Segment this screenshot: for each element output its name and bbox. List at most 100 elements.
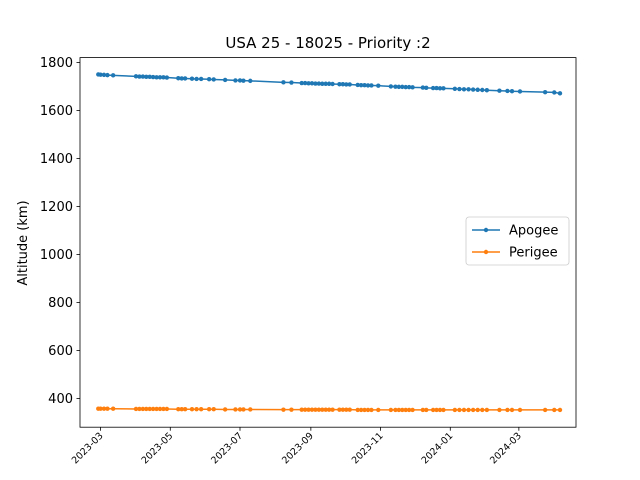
chart-title: USA 25 - 18025 - Priority :2	[225, 34, 430, 52]
apogee-point-65	[461, 87, 467, 92]
perigee-point-67	[470, 407, 476, 413]
perigee-point-77	[557, 407, 563, 413]
perigee-point-68	[475, 407, 480, 413]
perigee-point-13	[161, 406, 166, 412]
y-axis-label: Altitude (km)	[16, 200, 31, 285]
y-tick-label-3: 1000	[40, 248, 73, 263]
legend-perigee-label: Perigee	[509, 246, 558, 261]
apogee-point-9	[147, 74, 152, 80]
perigee-point-57	[420, 407, 426, 413]
perigee-point-26	[241, 407, 246, 412]
perigee-point-69	[480, 407, 485, 413]
y-tick-label-6: 1600	[40, 104, 73, 119]
y-tick-label-5: 1400	[40, 152, 73, 167]
y-tick-label-7: 1800	[40, 56, 73, 71]
apogee-point-1	[98, 72, 103, 77]
perigee-point-47	[365, 407, 371, 413]
perigee-point-63	[452, 407, 458, 413]
perigee-point-59	[430, 407, 436, 413]
perigee-point-40	[337, 407, 342, 412]
perigee-point-31	[302, 407, 308, 412]
apogee-point-39	[330, 81, 335, 87]
perigee-point-66	[466, 407, 471, 413]
perigee-point-19	[194, 407, 199, 412]
perigee-point-65	[461, 407, 467, 413]
apogee-point-60	[434, 85, 439, 91]
apogee-point-15	[176, 76, 181, 81]
legend-apogee-label: Apogee	[509, 224, 558, 239]
perigee-point-17	[182, 407, 188, 412]
apogee-point-23	[222, 77, 228, 83]
apogee-point-67	[470, 87, 476, 92]
perigee-point-2	[101, 406, 107, 411]
apogee-point-4	[110, 73, 116, 78]
apogee-point-55	[406, 84, 412, 90]
perigee-point-21	[206, 407, 212, 412]
perigee-point-29	[289, 407, 294, 412]
perigee-point-55	[406, 407, 412, 413]
legend-apogee-marker	[483, 227, 489, 233]
perigee-point-22	[211, 407, 216, 412]
apogee-point-69	[480, 87, 485, 93]
apogee-point-16	[179, 76, 184, 81]
perigee-point-54	[403, 407, 408, 413]
perigee-point-76	[552, 407, 557, 413]
perigee-point-61	[437, 407, 443, 413]
apogee-point-36	[320, 81, 325, 86]
apogee-point-71	[497, 88, 502, 93]
apogee-point-72	[505, 88, 510, 94]
apogee-point-5	[133, 74, 139, 79]
perigee-point-12	[157, 406, 163, 412]
apogee-point-27	[248, 78, 253, 84]
perigee-point-4	[110, 406, 116, 411]
apogee-point-34	[313, 81, 318, 86]
apogee-point-17	[182, 76, 188, 81]
apogee-point-11	[154, 75, 159, 80]
perigee-point-50	[388, 407, 394, 413]
apogee-point-64	[457, 86, 462, 92]
apogee-point-68	[475, 87, 480, 92]
perigee-point-25	[237, 407, 243, 412]
apogee-point-31	[302, 80, 308, 86]
perigee-point-56	[410, 407, 415, 413]
y-tick-label-4: 1200	[40, 200, 73, 215]
apogee-point-63	[452, 86, 458, 92]
apogee-point-21	[206, 77, 212, 82]
apogee-point-48	[369, 83, 374, 88]
y-tick-label-1: 600	[48, 344, 73, 359]
perigee-point-27	[248, 407, 253, 412]
apogee-point-46	[362, 83, 367, 88]
apogee-point-44	[355, 82, 360, 88]
apogee-point-50	[388, 84, 394, 89]
perigee-point-15	[176, 407, 181, 412]
apogee-point-62	[441, 86, 446, 91]
perigee-point-71	[497, 407, 502, 413]
perigee-point-10	[150, 406, 156, 412]
apogee-point-6	[137, 74, 142, 79]
apogee-point-2	[101, 72, 107, 78]
perigee-point-14	[164, 406, 170, 412]
perigee-point-8	[144, 406, 149, 412]
perigee-point-75	[542, 407, 548, 413]
apogee-point-59	[430, 85, 436, 91]
apogee-point-13	[161, 75, 166, 80]
apogee-point-29	[289, 80, 294, 85]
apogee-point-10	[150, 74, 156, 80]
perigee-point-1	[98, 406, 103, 411]
apogee-point-26	[241, 78, 246, 83]
perigee-point-20	[198, 407, 204, 412]
perigee-point-53	[400, 407, 405, 413]
apogee-point-57	[420, 85, 426, 90]
apogee-point-32	[306, 81, 311, 86]
perigee-point-6	[137, 406, 142, 412]
apogee-point-77	[557, 91, 563, 96]
apogee-point-45	[358, 83, 364, 88]
apogee-point-24	[233, 78, 238, 83]
apogee-point-43	[347, 82, 352, 87]
perigee-point-35	[316, 407, 322, 412]
apogee-point-3	[105, 72, 110, 78]
perigee-point-18	[189, 407, 195, 412]
legend: Apogee Perigee	[465, 216, 570, 266]
apogee-point-8	[144, 74, 149, 80]
